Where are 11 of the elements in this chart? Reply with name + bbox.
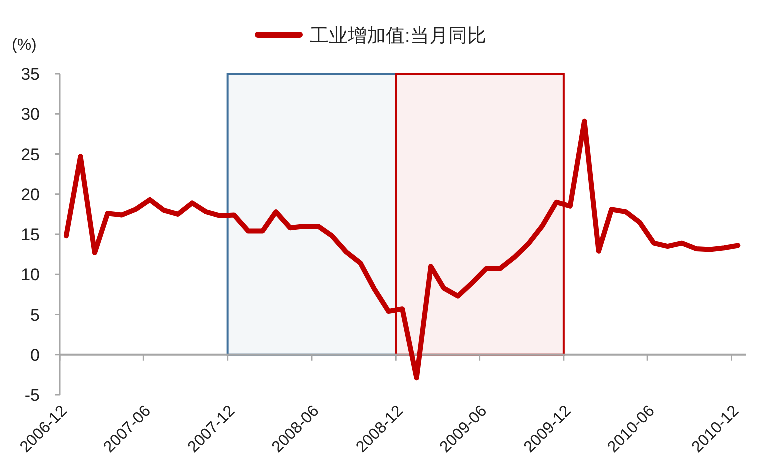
y-tick-label: 0 xyxy=(30,346,40,365)
y-tick-label: 20 xyxy=(21,185,40,204)
y-tick-label: 35 xyxy=(21,65,40,84)
y-tick-label: 10 xyxy=(21,266,40,285)
legend-label: 工业增加值:当月同比 xyxy=(310,26,486,47)
y-tick-label: 30 xyxy=(21,105,40,124)
y-tick-label: -5 xyxy=(24,386,40,405)
y-axis-title: (%) xyxy=(12,37,37,54)
y-tick-label: 5 xyxy=(30,306,40,325)
y-tick-label: 15 xyxy=(21,226,40,244)
y-tick-label: 25 xyxy=(21,145,40,164)
